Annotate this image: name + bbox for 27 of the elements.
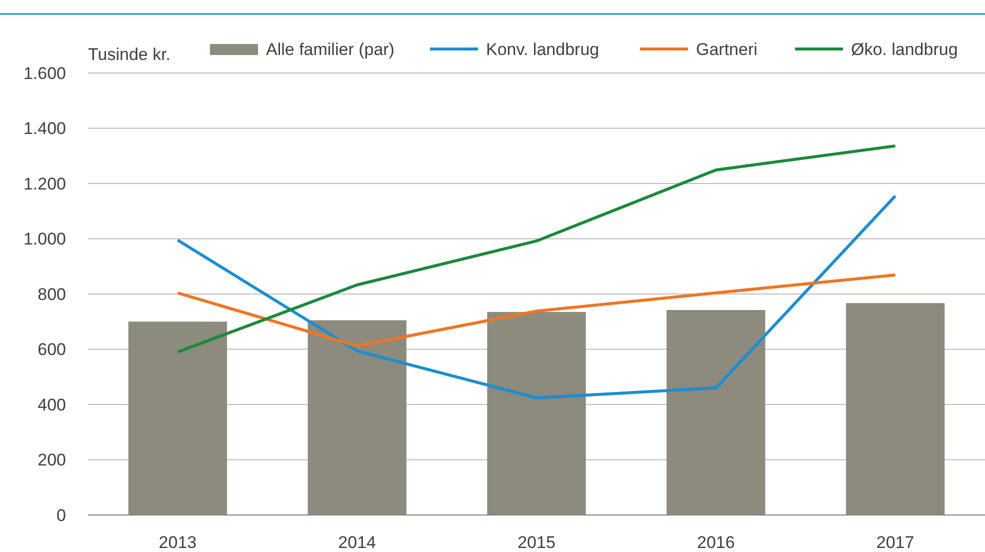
line-series (176, 194, 897, 400)
y-axis-title: Tusinde kr. (88, 45, 171, 64)
bar (487, 312, 586, 515)
y-tick-label: 1.000 (23, 230, 66, 249)
y-tick-label: 0 (56, 506, 66, 525)
legend-label: Gartneri (696, 40, 758, 59)
y-tick-label: 1.200 (23, 174, 66, 194)
y-tick-label: 1.600 (23, 64, 66, 83)
y-tick-label: 600 (38, 340, 66, 360)
y-tick-label: 200 (38, 450, 66, 470)
x-tick-label: 2015 (518, 533, 556, 552)
x-tick-label: 2014 (338, 533, 376, 552)
line-series (176, 144, 897, 354)
bar (308, 320, 406, 515)
x-tick-label: 2017 (876, 533, 914, 552)
y-tick-label: 800 (38, 284, 66, 304)
y-tick-label: 1.400 (23, 119, 66, 138)
x-tick-label: 2016 (696, 533, 735, 552)
bar (666, 310, 766, 515)
y-tick-label: 400 (38, 395, 66, 414)
x-tick-label: 2013 (158, 533, 197, 552)
legend-label: Konv. landbrug (486, 40, 600, 59)
legend-label: Alle familier (par) (266, 40, 394, 59)
bar (846, 303, 945, 515)
legend-label: Øko. landbrug (851, 40, 958, 59)
bar (128, 322, 228, 515)
line-series (176, 273, 897, 348)
